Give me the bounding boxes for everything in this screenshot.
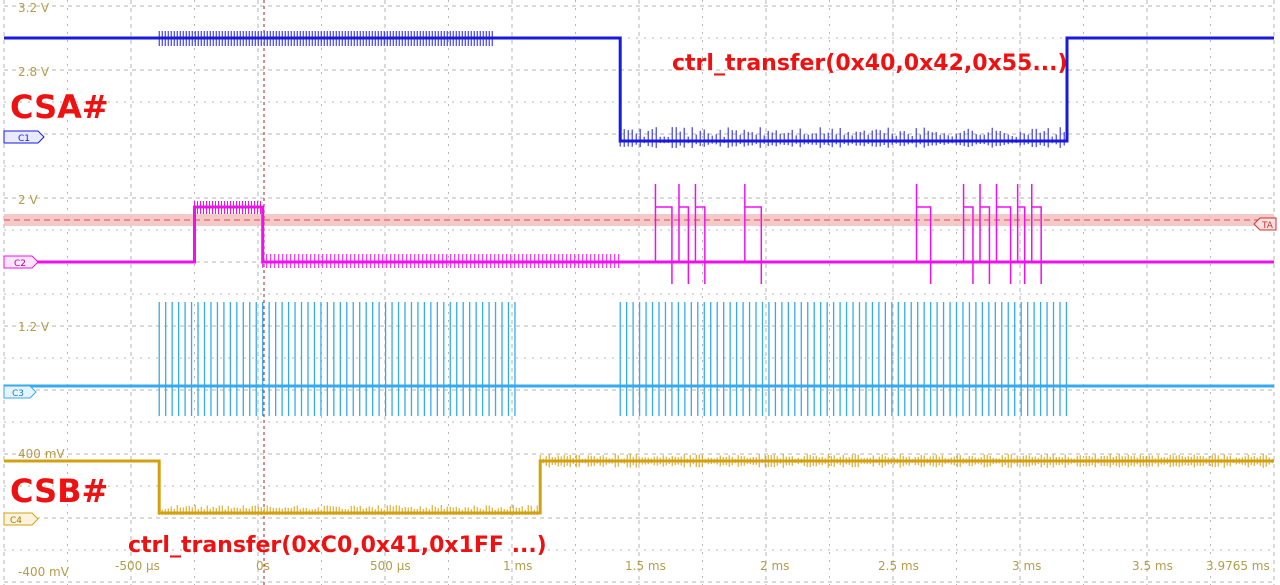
annotation-csb: CSB# (10, 472, 108, 510)
data-pulse (915, 184, 932, 284)
data-pulse (1031, 184, 1042, 284)
annotation-csa: CSA# (10, 88, 109, 126)
y-tick-label: 2.8 V (18, 65, 50, 79)
series-c1 (4, 31, 1274, 148)
series-texture (194, 184, 1042, 284)
series-c3 (4, 302, 1274, 416)
x-tick-label: 3.5 ms (1132, 559, 1173, 573)
series-line (4, 205, 1274, 264)
series-texture (158, 31, 1065, 148)
data-pulse (744, 184, 763, 284)
series-line (4, 36, 1274, 143)
x-tick-label: -500 µs (115, 559, 160, 573)
x-tick-label: 3 ms (1012, 559, 1041, 573)
channel-marker-c3: C3 (3, 385, 37, 399)
data-pulse (962, 184, 974, 284)
data-pulse (654, 184, 673, 284)
x-tick-label: 3.9765 ms (1206, 559, 1270, 573)
series-texture (158, 454, 1273, 515)
series-texture (158, 302, 1068, 416)
threshold-marker-label: TA (1261, 221, 1274, 231)
y-tick-label: 400 mV (18, 447, 65, 461)
y-tick-label: 2 V (18, 193, 38, 207)
data-pulse (694, 184, 706, 284)
y-tick-label: -400 mV (18, 565, 70, 579)
channel-marker-c4: C4 (3, 512, 39, 526)
data-pulse (678, 184, 690, 284)
waveforms (4, 31, 1274, 515)
data-pulse (979, 184, 991, 284)
channel-marker-label: C4 (10, 516, 22, 526)
annotation-transfer-a: ctrl_transfer(0x40,0x42,0x55...) (672, 51, 1068, 76)
series-c2 (4, 184, 1274, 284)
channel-marker-label: C2 (14, 259, 26, 269)
channel-marker-c2: C2 (3, 255, 39, 269)
series-line (4, 459, 1274, 515)
annotation-transfer-b: ctrl_transfer(0xC0,0x41,0x1FF ...) (128, 533, 547, 558)
x-tick-label: 2 ms (760, 559, 789, 573)
data-pulse (995, 184, 1012, 284)
series-c4 (4, 454, 1274, 515)
y-tick-label: 3.2 V (18, 1, 50, 15)
y-tick-label: 1.2 V (18, 320, 50, 334)
channel-marker-label: C1 (18, 134, 30, 144)
x-tick-label: 1.5 ms (625, 559, 666, 573)
x-tick-labels: -500 µs 0s 500 µs 1 ms 1.5 ms 2 ms 2.5 m… (115, 559, 1270, 573)
x-tick-label: 500 µs (370, 559, 411, 573)
channel-marker-c1: C1 (3, 130, 45, 144)
data-pulse (1016, 184, 1026, 284)
channel-marker-label: C3 (12, 389, 24, 399)
x-tick-label: 2.5 ms (878, 559, 919, 573)
x-tick-label: 0s (256, 559, 270, 573)
threshold-marker: TA (1253, 217, 1277, 231)
y-tick-labels: 3.2 V 2.8 V 2 V 1.2 V 400 mV -400 mV (18, 1, 70, 579)
x-tick-label: 1 ms (503, 559, 532, 573)
